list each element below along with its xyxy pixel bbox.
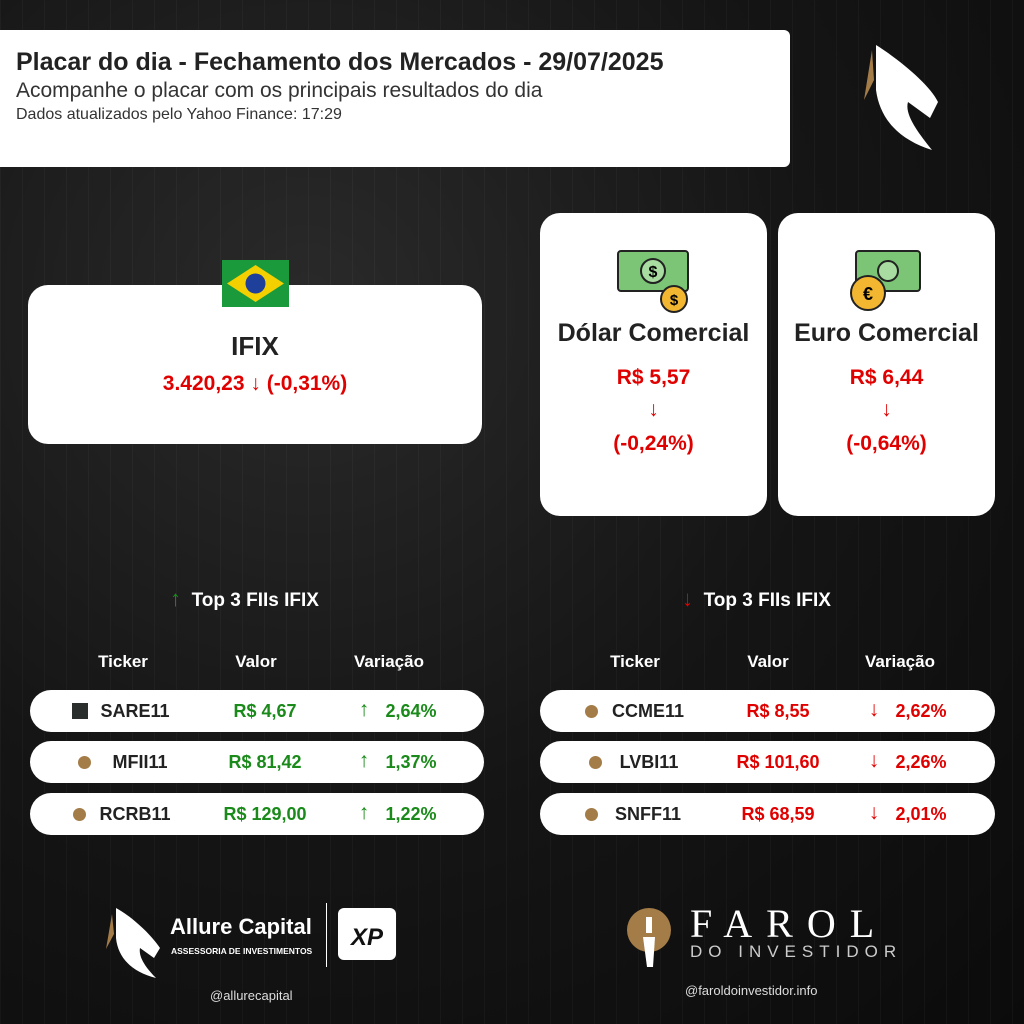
value: R$ 4,67 xyxy=(233,701,297,721)
divider xyxy=(326,903,327,967)
change: 2,26% xyxy=(895,752,947,772)
euro-name: Euro Comercial xyxy=(794,319,979,347)
farol-handle[interactable]: @faroldoinvestidor.info xyxy=(685,983,818,998)
value: R$ 81,42 xyxy=(228,752,302,772)
value: R$ 129,00 xyxy=(223,804,307,824)
dolar-value: R$ 5,57 xyxy=(616,366,691,389)
farol-name: FAROL xyxy=(690,901,889,946)
euro-card: € Euro Comercial R$ 6,44 ↓ (-0,64%) xyxy=(778,213,995,516)
xp-logo: XP xyxy=(338,908,396,960)
ifix-name: IFIX xyxy=(231,331,279,361)
ticker: CCME11 xyxy=(611,701,685,721)
fund-logo-icon xyxy=(72,703,88,719)
euro-value: R$ 6,44 xyxy=(849,366,924,389)
arrow-down-icon: ↓ xyxy=(881,398,892,421)
arrow-down-icon: ↓ xyxy=(682,586,693,611)
allure-handle[interactable]: @allurecapital xyxy=(210,988,293,1003)
farol-tagline: DO INVESTIDOR xyxy=(690,942,903,961)
fund-logo-icon xyxy=(78,756,91,769)
update-time: Dados atualizados pelo Yahoo Finance: 17… xyxy=(16,106,342,123)
table-row[interactable]: SARE11 R$ 4,67 ↑ 2,64% xyxy=(30,690,484,732)
table-row[interactable]: SNFF11 R$ 68,59 ↓ 2,01% xyxy=(540,793,995,835)
table-row[interactable]: LVBI11 R$ 101,60 ↓ 2,26% xyxy=(540,741,995,783)
fund-logo-icon xyxy=(585,705,598,718)
change: 2,64% xyxy=(385,701,437,721)
ticker: MFII11 xyxy=(112,752,168,772)
svg-text:$: $ xyxy=(649,264,658,281)
arrow-down-icon: ↓ xyxy=(250,372,261,395)
arrow-down-icon: ↓ xyxy=(648,398,659,421)
top-gainers-title: ↑ Top 3 FIIs IFIX xyxy=(170,586,319,612)
fund-logo-icon xyxy=(589,756,602,769)
svg-text:€: € xyxy=(863,284,873,304)
header-card: Placar do dia - Fechamento dos Mercados … xyxy=(0,30,790,167)
ifix-card: IFIX 3.420,23 ↓ (-0,31%) xyxy=(28,285,482,444)
fund-logo-icon xyxy=(585,808,598,821)
arrow-down-icon: ↓ xyxy=(868,749,880,772)
ticker: SARE11 xyxy=(100,701,170,721)
allure-tagline: ASSESSORIA DE INVESTIMENTOS xyxy=(171,946,313,956)
ticker: RCRB11 xyxy=(99,804,171,824)
ticker: SNFF11 xyxy=(614,804,682,824)
value: R$ 101,60 xyxy=(736,752,820,772)
allure-horse-logo-icon xyxy=(106,908,160,978)
brazil-flag-icon xyxy=(222,260,289,307)
top-losers-label: Top 3 FIIs IFIX xyxy=(703,590,831,611)
column-header-variacao: Variação xyxy=(354,652,424,671)
arrow-up-icon: ↑ xyxy=(358,801,370,824)
dolar-change: (-0,24%) xyxy=(613,432,694,455)
euro-bill-icon: € xyxy=(850,250,921,311)
arrow-up-icon: ↑ xyxy=(358,698,370,721)
table-row[interactable]: RCRB11 R$ 129,00 ↑ 1,22% xyxy=(30,793,484,835)
page-title: Placar do dia - Fechamento dos Mercados … xyxy=(16,48,664,76)
allure-name: Allure Capital xyxy=(170,914,312,939)
column-header-valor: Valor xyxy=(235,652,277,671)
euro-change: (-0,64%) xyxy=(846,432,927,455)
change: 2,01% xyxy=(895,804,947,824)
value: R$ 68,59 xyxy=(741,804,815,824)
table-row[interactable]: MFII11 R$ 81,42 ↑ 1,37% xyxy=(30,741,484,783)
column-header-ticker: Ticker xyxy=(98,652,148,671)
dolar-name: Dólar Comercial xyxy=(557,319,750,347)
column-header-ticker: Ticker xyxy=(610,652,660,671)
page-subtitle: Acompanhe o placar com os principais res… xyxy=(16,79,543,102)
ifix-value-number: 3.420,23 xyxy=(162,372,245,395)
table-row[interactable]: CCME11 R$ 8,55 ↓ 2,62% xyxy=(540,690,995,732)
arrow-up-icon: ↑ xyxy=(358,749,370,772)
fund-logo-icon xyxy=(73,808,86,821)
allure-horse-logo-icon xyxy=(864,45,938,150)
dolar-card: $ $ Dólar Comercial R$ 5,57 ↓ (-0,24%) xyxy=(540,213,767,516)
column-header-valor: Valor xyxy=(747,652,789,671)
dollar-bill-icon: $ $ xyxy=(617,250,689,313)
change: 1,22% xyxy=(385,804,437,824)
change: 2,62% xyxy=(895,701,947,721)
arrow-down-icon: ↓ xyxy=(868,698,880,721)
top-losers-title: ↓ Top 3 FIIs IFIX xyxy=(682,586,831,612)
lighthouse-logo-icon xyxy=(627,908,671,967)
value: R$ 8,55 xyxy=(746,701,810,721)
ifix-value: 3.420,23 ↓ (-0,31%) xyxy=(28,372,482,396)
arrow-up-icon: ↑ xyxy=(170,586,181,611)
column-header-variacao: Variação xyxy=(865,652,935,671)
arrow-down-icon: ↓ xyxy=(868,801,880,824)
svg-text:$: $ xyxy=(670,292,679,309)
top-gainers-label: Top 3 FIIs IFIX xyxy=(191,590,319,611)
ifix-change: (-0,31%) xyxy=(266,372,348,395)
change: 1,37% xyxy=(385,752,437,772)
ticker: LVBI11 xyxy=(619,752,679,772)
